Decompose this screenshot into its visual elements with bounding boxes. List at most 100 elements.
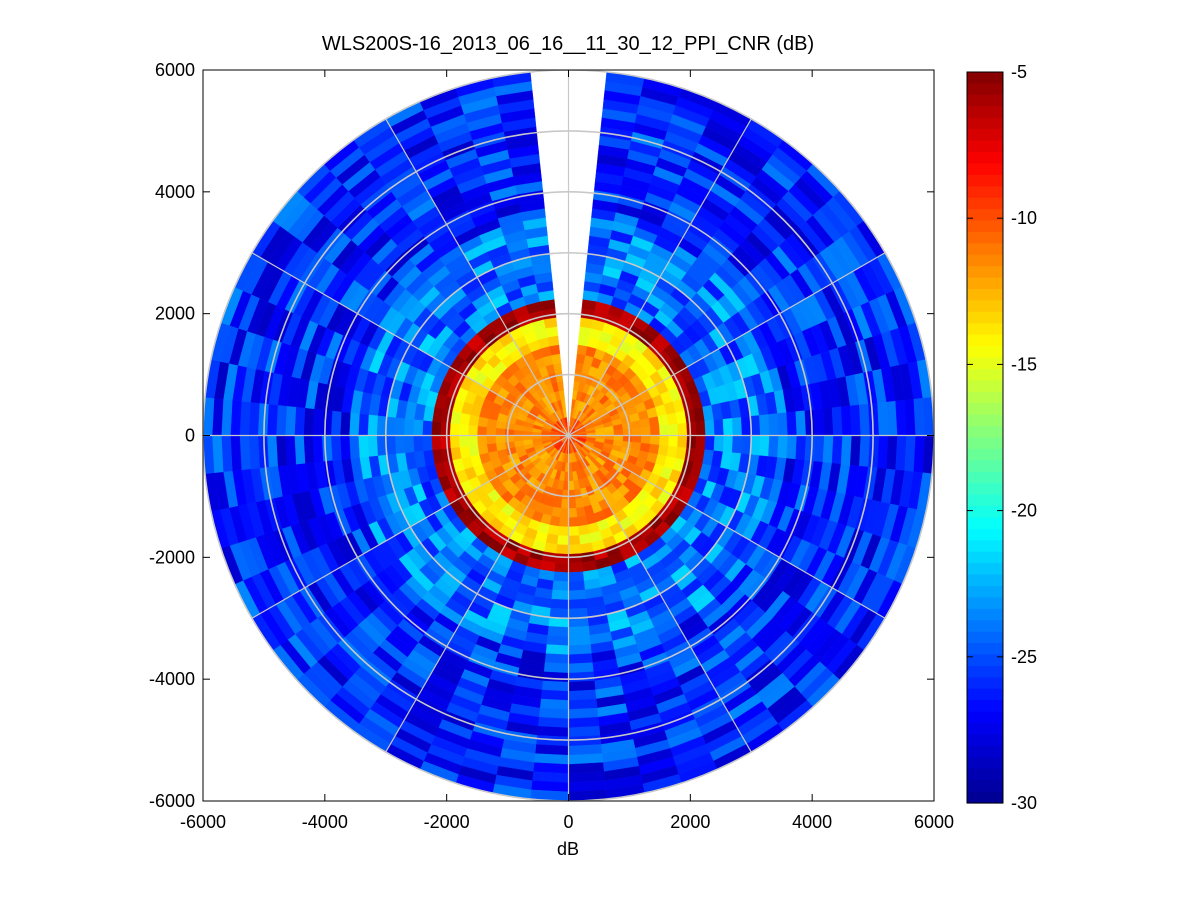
- data-cell: [367, 414, 378, 436]
- data-cell: [385, 435, 397, 455]
- colorbar-tick-label: -15: [1011, 354, 1037, 374]
- data-cell: [449, 435, 460, 449]
- x-tick-label: -4000: [302, 812, 348, 832]
- data-cell: [568, 598, 587, 610]
- colorbar-segment: [967, 780, 1003, 793]
- data-cell: [412, 419, 424, 436]
- data-cell: [568, 544, 582, 555]
- colorbar-segment: [967, 83, 1003, 96]
- data-cell: [575, 506, 586, 518]
- data-cell: [568, 580, 585, 592]
- data-cell: [321, 435, 333, 462]
- data-cell: [568, 507, 578, 518]
- data-cell: [777, 412, 789, 436]
- colorbar-segment: [967, 174, 1003, 187]
- data-cell: [541, 680, 569, 692]
- data-cell: [713, 435, 725, 452]
- data-cell: [403, 418, 415, 436]
- colorbar-segment: [967, 494, 1003, 507]
- colorbar-tick-label: -20: [1011, 501, 1037, 521]
- colorbar-segment: [967, 391, 1003, 404]
- colorbar-segment: [967, 700, 1003, 713]
- y-tick-label: 2000: [155, 304, 195, 324]
- data-cell: [486, 426, 497, 436]
- data-cell: [668, 423, 679, 436]
- data-cell: [568, 526, 580, 537]
- data-cell: [552, 571, 569, 582]
- x-tick-label: 6000: [914, 812, 954, 832]
- colorbar-segment: [967, 151, 1003, 164]
- data-cell: [568, 698, 598, 710]
- data-cell: [568, 489, 576, 500]
- data-cell: [560, 498, 569, 509]
- data-cell: [476, 435, 487, 446]
- data-cell: [695, 435, 706, 451]
- data-cell: [804, 435, 816, 462]
- data-cell: [849, 435, 862, 467]
- data-cell: [312, 408, 324, 436]
- data-cell: [495, 435, 506, 444]
- colorbar-segment: [967, 471, 1003, 484]
- data-cell: [275, 404, 288, 436]
- chart-title: WLS200S-16_2013_06_16__11_30_12_PPI_CNR …: [322, 33, 814, 55]
- y-tick-label: -2000: [149, 547, 195, 567]
- data-cell: [554, 553, 569, 564]
- data-cell: [813, 435, 825, 463]
- colorbar-segment: [967, 117, 1003, 130]
- data-cell: [266, 403, 278, 436]
- data-cell: [631, 435, 642, 444]
- colorbar-segment: [967, 768, 1003, 781]
- grid-spoke: [385, 118, 570, 436]
- colorbar-segment: [967, 631, 1003, 644]
- data-cell: [568, 562, 584, 573]
- colorbar-segment: [967, 528, 1003, 541]
- data-cell: [431, 435, 442, 451]
- data-cell: [604, 430, 615, 436]
- colorbar-segment: [967, 574, 1003, 587]
- data-cell: [777, 435, 789, 459]
- data-cell: [640, 435, 651, 445]
- data-cell: [348, 435, 360, 459]
- y-tick-label: 6000: [155, 60, 195, 80]
- data-cell: [568, 653, 593, 665]
- colorbar-segment: [967, 688, 1003, 701]
- colorbar-segment: [967, 346, 1003, 359]
- data-cell: [759, 414, 770, 436]
- data-cell: [553, 562, 569, 573]
- data-cell: [542, 671, 569, 683]
- data-cell: [558, 517, 569, 528]
- y-tick-label: 4000: [155, 182, 195, 202]
- data-cell: [321, 409, 333, 436]
- data-cell: [537, 716, 569, 729]
- colorbar-segment: [967, 426, 1003, 439]
- data-cell: [431, 420, 442, 436]
- data-cell: [303, 407, 315, 436]
- colorbar-segment: [967, 368, 1003, 381]
- colorbar-segment: [967, 551, 1003, 564]
- data-cell: [568, 789, 607, 801]
- data-cell: [813, 408, 825, 436]
- colorbar-segment: [967, 266, 1003, 279]
- data-cell: [540, 689, 569, 701]
- data-cell: [568, 662, 594, 674]
- data-cell: [568, 480, 575, 491]
- colorbar-segment: [967, 277, 1003, 290]
- data-cell: [804, 409, 816, 436]
- colorbar-segment: [967, 186, 1003, 199]
- grid-spoke: [567, 118, 752, 436]
- data-cell: [557, 526, 569, 537]
- colorbar-segment: [967, 220, 1003, 233]
- data-cell: [786, 411, 798, 436]
- data-layer: [203, 71, 934, 801]
- data-cell: [650, 435, 661, 446]
- x-axis-label: dB: [557, 839, 579, 859]
- data-cell: [458, 435, 469, 448]
- colorbar-segment: [967, 311, 1003, 324]
- data-cell: [568, 589, 586, 601]
- data-cell: [536, 726, 569, 738]
- data-cell: [477, 443, 489, 455]
- data-cell: [650, 425, 661, 436]
- data-cell: [668, 435, 679, 448]
- data-cell: [840, 405, 853, 436]
- colorbar-segment: [967, 243, 1003, 256]
